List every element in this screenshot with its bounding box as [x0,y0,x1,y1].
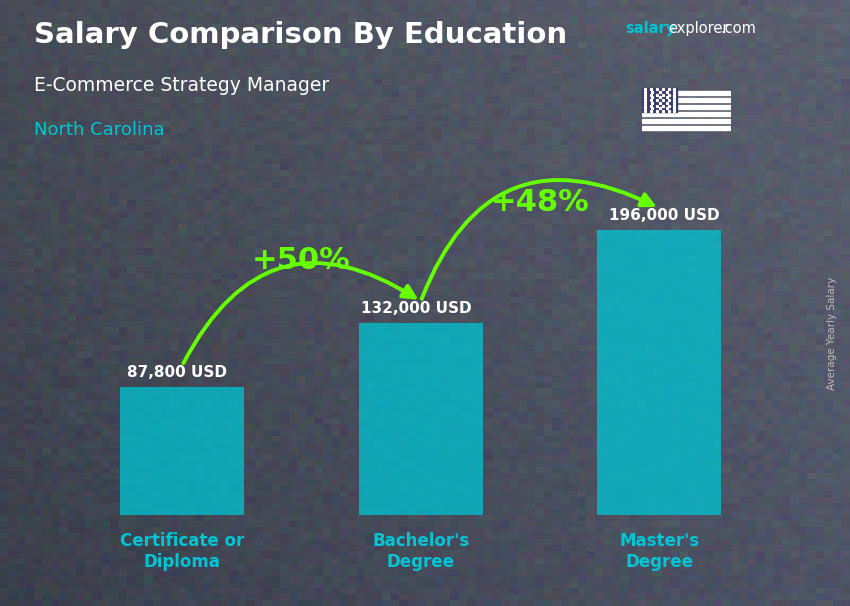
Bar [642,126,731,130]
Text: 132,000 USD: 132,000 USD [360,301,471,316]
Bar [359,323,483,515]
Bar [642,112,731,116]
Text: 87,800 USD: 87,800 USD [128,365,228,380]
Text: E-Commerce Strategy Manager: E-Commerce Strategy Manager [34,76,329,95]
Text: explorer: explorer [668,21,728,36]
Bar [642,119,731,123]
Text: Average Yearly Salary: Average Yearly Salary [827,277,837,390]
Text: +48%: +48% [490,188,589,217]
Bar [598,230,722,515]
Text: North Carolina: North Carolina [34,121,165,139]
Text: Salary Comparison By Education: Salary Comparison By Education [34,21,567,49]
Bar [642,88,677,112]
Bar [642,105,731,109]
Bar [120,387,244,515]
Bar [642,92,731,95]
Text: .com: .com [721,21,756,36]
Text: 196,000 USD: 196,000 USD [609,208,719,223]
Bar [642,98,731,102]
Text: salary: salary [625,21,675,36]
Text: +50%: +50% [252,246,351,275]
